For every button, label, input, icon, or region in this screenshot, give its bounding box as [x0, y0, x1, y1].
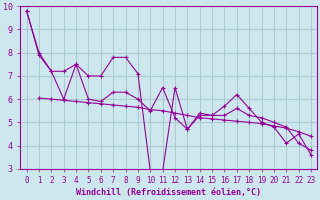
X-axis label: Windchill (Refroidissement éolien,°C): Windchill (Refroidissement éolien,°C)	[76, 188, 261, 197]
